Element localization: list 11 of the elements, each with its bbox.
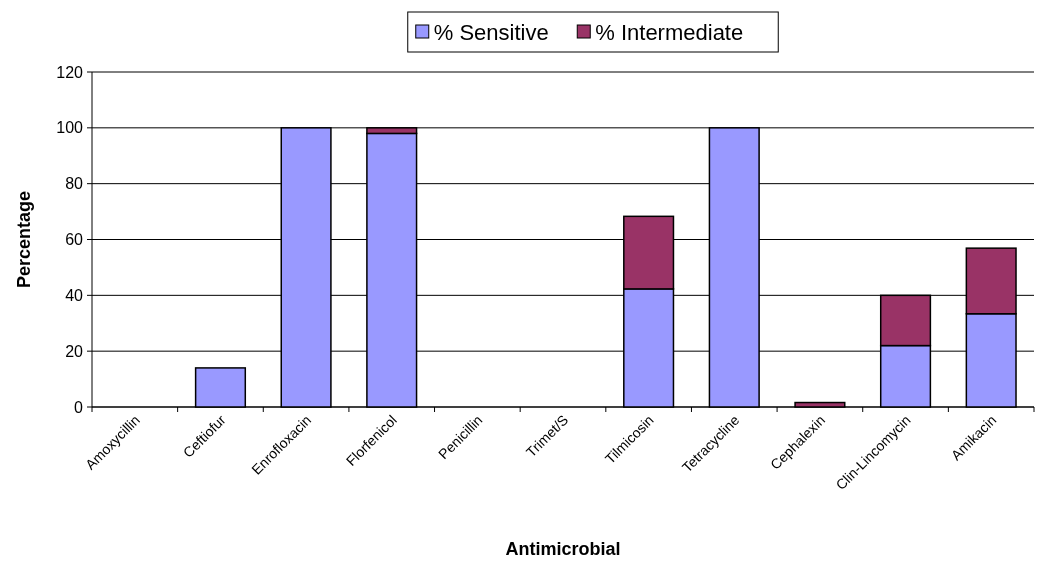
x-axis-title: Antimicrobial [505, 539, 621, 559]
y-tick-label: 0 [74, 398, 84, 416]
y-tick-label: 80 [65, 175, 84, 193]
y-tick-label: 100 [56, 119, 84, 137]
y-tick-label: 40 [65, 286, 84, 304]
y-axis-title: Percentage [14, 190, 34, 289]
y-tick-label: 120 [56, 63, 84, 81]
legend-label: % Sensitive [433, 19, 549, 45]
y-tick-label: 20 [65, 342, 84, 360]
y-tick-label: 60 [65, 231, 84, 249]
legend-label: % Intermediate [595, 19, 744, 45]
